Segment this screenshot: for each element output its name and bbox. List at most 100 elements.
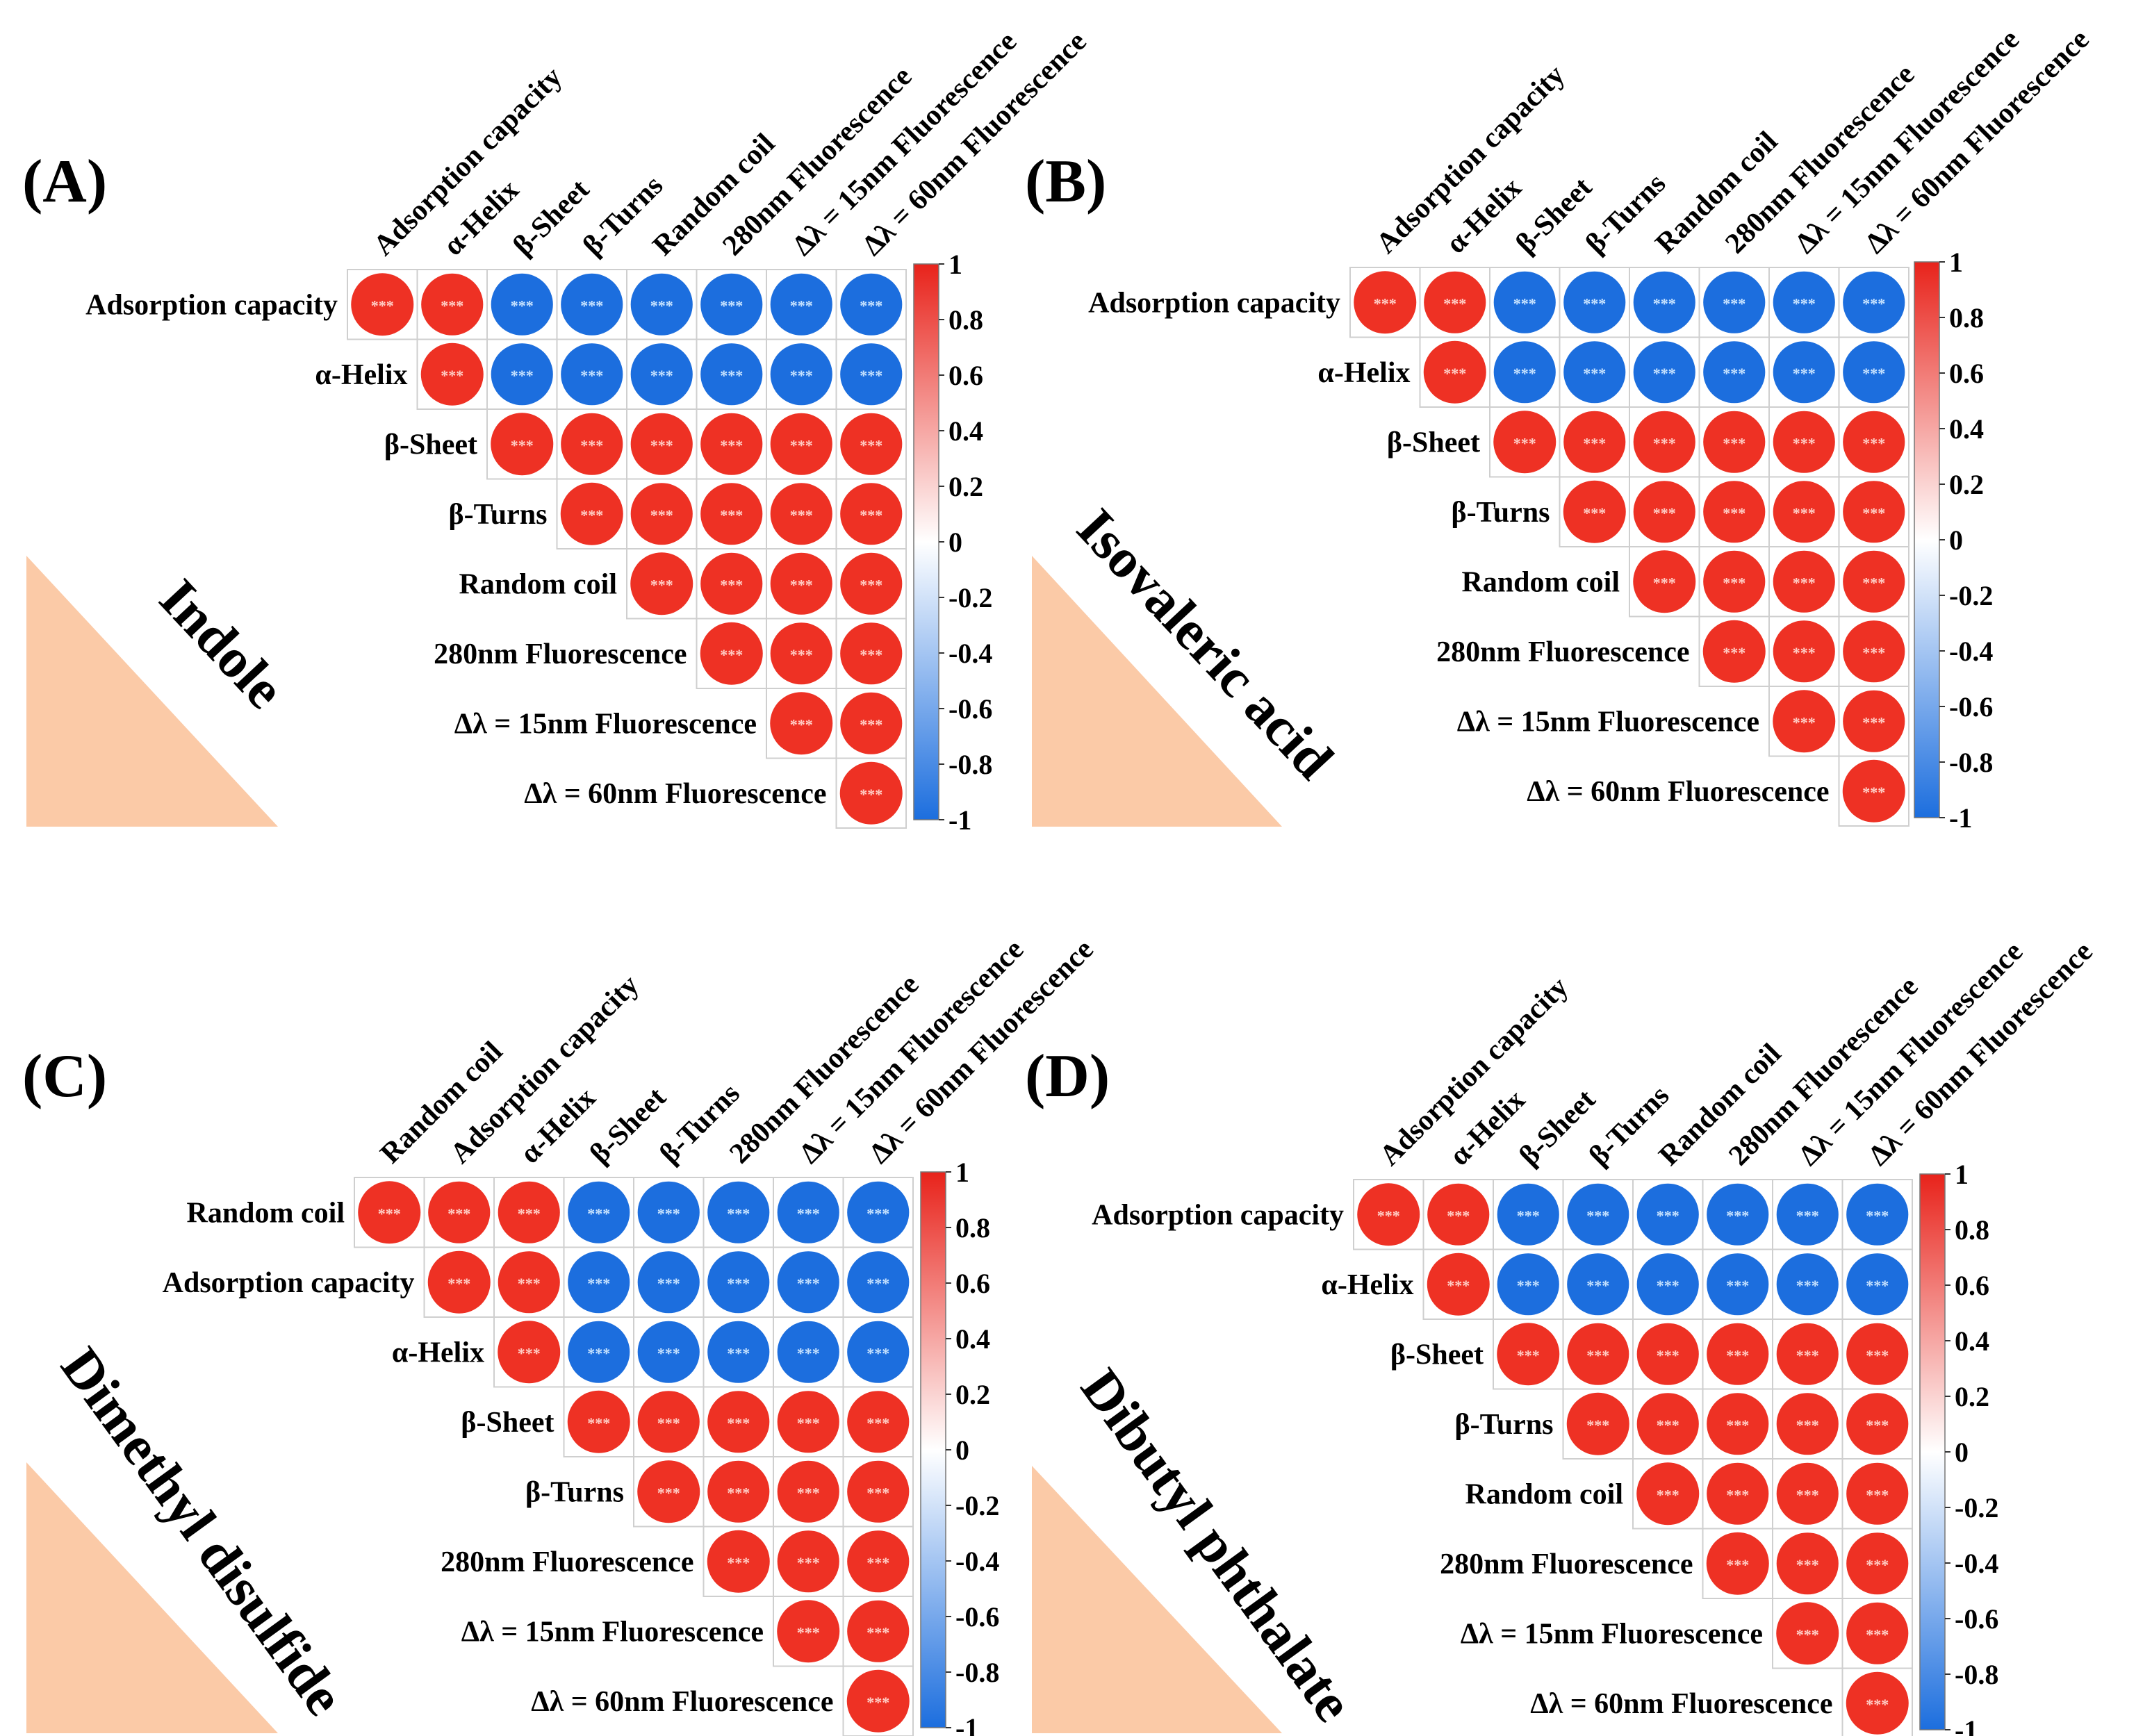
significance-marker: *** (797, 1623, 820, 1641)
significance-marker: *** (1513, 434, 1536, 452)
significance-marker: *** (720, 576, 743, 593)
row-label-alpha-helix: α-Helix (1317, 357, 1410, 389)
correlation-circle-alpha-helix-beta-sheet (568, 1321, 630, 1383)
significance-marker: *** (1586, 1277, 1609, 1294)
significance-marker: *** (797, 1275, 820, 1292)
significance-marker: *** (650, 576, 673, 593)
correlation-circle-adsorption-capacity-beta-sheet (1497, 1183, 1559, 1246)
correlation-circle-alpha-helix-delta-lambda-15nm-fluorescence (1776, 1253, 1839, 1316)
correlation-circle-280nm-fluorescence-delta-lambda-60nm-fluorescence (847, 1530, 910, 1593)
significance-marker: *** (860, 576, 882, 593)
significance-marker: *** (790, 576, 813, 593)
significance-marker: *** (1726, 1416, 1749, 1434)
panel-title: Indole (148, 568, 296, 720)
panel-label: (C) (22, 1043, 107, 1110)
colorbar-tick-label: 0 (955, 1435, 969, 1466)
significance-marker: *** (727, 1344, 750, 1362)
significance-marker: *** (797, 1484, 820, 1501)
significance-marker: *** (511, 436, 534, 454)
significance-marker: *** (1723, 365, 1746, 382)
significance-marker: *** (1866, 1486, 1889, 1503)
correlation-circle-alpha-helix-delta-lambda-15nm-fluorescence (777, 1321, 839, 1383)
correlation-circle-280nm-fluorescence-delta-lambda-15nm-fluorescence (1773, 620, 1835, 683)
row-label-random-coil: Random coil (459, 568, 617, 600)
significance-marker: *** (860, 646, 882, 663)
correlation-circle-alpha-helix-alpha-helix (498, 1321, 561, 1384)
significance-marker: *** (1866, 1277, 1889, 1294)
correlation-circle-beta-turns-random-coil (1633, 481, 1695, 543)
correlation-circle-adsorption-capacity-alpha-helix (498, 1251, 560, 1314)
correlation-circle-adsorption-capacity-280nm-fluorescence (1703, 271, 1766, 333)
colorbar-tick-label: 1 (1955, 1159, 1969, 1190)
colorbar-tick-label: 1 (955, 1157, 969, 1188)
significance-marker: *** (866, 1623, 889, 1641)
significance-marker: *** (1586, 1207, 1609, 1224)
significance-marker: *** (1653, 434, 1676, 452)
grid-cell (1841, 1667, 1913, 1736)
colorbar-tick-label: 0.2 (1949, 469, 1984, 500)
significance-marker: *** (441, 367, 463, 384)
significance-marker: *** (860, 506, 882, 524)
row-label-delta-lambda-60nm-fluorescence: Δλ = 60nm Fluorescence (1530, 1688, 1832, 1720)
significance-marker: *** (657, 1275, 680, 1292)
correlation-circle-adsorption-capacity-beta-sheet (568, 1251, 630, 1314)
correlation-circle-beta-turns-delta-lambda-60nm-fluorescence (847, 1460, 910, 1523)
significance-marker: *** (1796, 1416, 1819, 1434)
correlation-circle-adsorption-capacity-beta-sheet (1493, 271, 1556, 333)
significance-marker: *** (866, 1694, 889, 1711)
row-label-adsorption-capacity: Adsorption capacity (85, 289, 338, 321)
significance-marker: *** (1723, 574, 1746, 591)
significance-marker: *** (1657, 1486, 1679, 1503)
correlation-circle-delta-lambda-15nm-fluorescence-delta-lambda-60nm-fluorescence (1843, 690, 1905, 752)
significance-marker: *** (650, 297, 673, 314)
significance-marker: *** (580, 367, 603, 384)
colorbar-tick-label: 0 (948, 527, 962, 558)
correlation-circle-beta-sheet-beta-sheet (567, 1390, 630, 1453)
colorbar-tick-label: -0.4 (955, 1546, 999, 1577)
significance-marker: *** (860, 297, 882, 314)
significance-marker: *** (650, 367, 673, 384)
colorbar-tick-label: 0.8 (1949, 302, 1984, 333)
correlation-circle-random-coil-random-coil (630, 552, 693, 615)
correlation-circle-beta-sheet-delta-lambda-15nm-fluorescence (770, 413, 832, 475)
correlation-circle-alpha-helix-delta-lambda-15nm-fluorescence (770, 343, 832, 406)
significance-marker: *** (860, 436, 882, 454)
correlation-circle-delta-lambda-15nm-fluorescence-delta-lambda-15nm-fluorescence (777, 1600, 840, 1663)
colorbar-tick-label: -0.8 (1949, 747, 1993, 778)
significance-marker: *** (1862, 713, 1885, 731)
correlation-circle-alpha-helix-alpha-helix (1427, 1253, 1490, 1316)
significance-marker: *** (797, 1554, 820, 1571)
significance-marker: *** (860, 367, 882, 384)
correlation-circle-beta-sheet-beta-turns (1563, 411, 1626, 473)
row-label-delta-lambda-15nm-fluorescence: Δλ = 15nm Fluorescence (454, 708, 757, 740)
significance-marker: *** (1793, 713, 1816, 731)
colorbar-tick-label: -1 (1955, 1714, 1978, 1736)
colorbar-tick-label: 0.4 (1949, 413, 1984, 445)
significance-marker: *** (790, 646, 813, 663)
colorbar-tick-label: 0.2 (955, 1379, 990, 1410)
significance-marker: *** (378, 1205, 401, 1222)
significance-marker: *** (1866, 1416, 1889, 1434)
significance-marker: *** (866, 1414, 889, 1432)
significance-marker: *** (1726, 1346, 1749, 1364)
significance-marker: *** (1796, 1556, 1819, 1573)
significance-marker: *** (1657, 1277, 1679, 1294)
significance-marker: *** (650, 436, 673, 454)
significance-marker: *** (1657, 1346, 1679, 1364)
correlation-circle-280nm-fluorescence-delta-lambda-60nm-fluorescence (840, 622, 903, 685)
panel-label: (B) (1025, 148, 1106, 215)
significance-marker: *** (1377, 1207, 1400, 1224)
significance-marker: *** (790, 716, 813, 733)
correlation-circle-280nm-fluorescence-280nm-fluorescence (1702, 620, 1766, 683)
significance-marker: *** (1796, 1207, 1819, 1224)
correlation-circle-alpha-helix-alpha-helix (420, 342, 484, 406)
colorbar-tick-label: 0.4 (955, 1323, 990, 1355)
colorbar-tick-label: 0 (1949, 524, 1963, 556)
row-label-delta-lambda-15nm-fluorescence: Δλ = 15nm Fluorescence (461, 1616, 764, 1648)
significance-marker: *** (727, 1484, 750, 1501)
significance-marker: *** (580, 436, 603, 454)
panel-label: (D) (1025, 1043, 1110, 1110)
correlation-panel-a: (A) Indole *** *** *** *** *** *** *** *** Adsorpt… (22, 26, 1093, 836)
significance-marker: *** (518, 1205, 541, 1222)
colorbar-tick-label: 0.8 (948, 304, 983, 336)
